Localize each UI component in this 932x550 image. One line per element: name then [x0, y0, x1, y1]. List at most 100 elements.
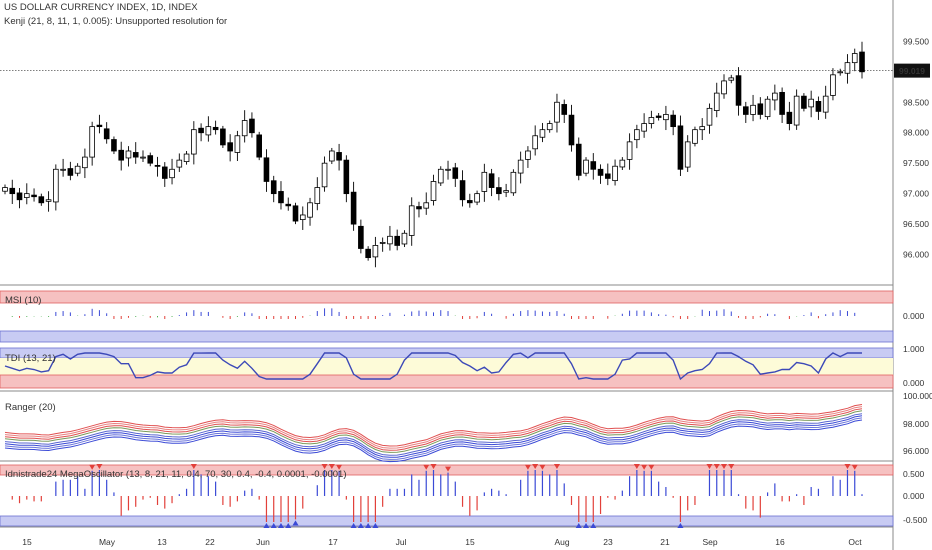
candle-body	[532, 135, 538, 150]
candle-body	[612, 165, 618, 182]
candle	[677, 115, 684, 176]
candle	[60, 158, 66, 177]
tdi-lower-band	[0, 374, 894, 389]
candle	[350, 181, 357, 231]
candle	[626, 133, 633, 170]
candle-body	[597, 168, 604, 176]
mega-label: Idnistrade24 MegaOscillator (13, 8, 21, …	[5, 469, 347, 480]
x-axis-label: Sep	[702, 537, 717, 547]
mega-buy-marker	[277, 523, 284, 528]
candle-body	[212, 126, 219, 131]
candle-body	[648, 117, 655, 124]
mega-sell-marker	[851, 464, 858, 470]
candle-body	[779, 91, 785, 115]
candle	[467, 193, 473, 208]
mega-buy-marker	[590, 523, 597, 528]
candle	[321, 156, 328, 192]
mega-buy-marker	[677, 523, 684, 528]
candle-body	[394, 235, 400, 246]
candle-body	[329, 150, 335, 162]
candle	[445, 160, 451, 180]
candle-body	[859, 51, 865, 73]
candle	[481, 163, 488, 202]
candle-body	[801, 95, 807, 109]
candle	[329, 147, 335, 165]
candle-body	[53, 168, 59, 203]
candle	[125, 146, 132, 167]
price-tick-label: 98.000	[903, 128, 929, 138]
ranger-tick-label: 98.000	[903, 419, 929, 429]
candle-body	[474, 193, 480, 203]
last-price-tag-label: 99.019	[899, 66, 925, 76]
x-axis-label: 21	[660, 537, 670, 547]
candle-body	[634, 129, 640, 141]
candle-body	[844, 62, 851, 74]
price-tick-label: 98.500	[903, 97, 929, 107]
candle-body	[445, 168, 451, 171]
candle-body	[554, 101, 560, 123]
candle	[256, 131, 262, 161]
candle	[655, 112, 662, 121]
candle-body	[292, 205, 299, 222]
candle	[641, 113, 647, 138]
candle-body	[234, 135, 241, 153]
candle-body	[808, 98, 814, 108]
candle	[53, 164, 59, 211]
candle-body	[684, 141, 691, 168]
candle-body	[488, 173, 495, 188]
candle	[23, 183, 30, 205]
candle-body	[125, 150, 132, 159]
candle	[82, 148, 88, 179]
candle-body	[270, 180, 277, 195]
candle-body	[663, 114, 669, 121]
mega-buy-marker	[263, 523, 270, 528]
mega-sell-marker	[553, 464, 560, 469]
candle	[808, 90, 814, 118]
candle-body	[147, 155, 154, 164]
candle-body	[241, 120, 248, 137]
candle	[546, 120, 553, 133]
candle	[292, 202, 299, 225]
candle	[89, 121, 95, 166]
candle-body	[314, 187, 321, 204]
candle-body	[256, 134, 262, 158]
candle-body	[655, 115, 662, 118]
candle	[692, 126, 698, 147]
x-axis-label: Aug	[554, 537, 569, 547]
candle-body	[350, 191, 357, 225]
candle-body	[496, 187, 502, 195]
candle	[365, 246, 371, 261]
candle	[183, 151, 190, 165]
candle	[343, 155, 350, 203]
candle	[648, 110, 655, 129]
candle	[249, 112, 255, 138]
candle-body	[525, 150, 531, 160]
tdi-label: TDI (13, 21)	[5, 353, 56, 364]
candle-body	[401, 232, 408, 245]
candle	[74, 163, 81, 177]
candle-body	[132, 152, 139, 158]
mega-sell-marker	[648, 464, 655, 470]
mega-buy-marker	[575, 523, 582, 528]
mega-sell-marker	[96, 464, 103, 469]
candle-body	[416, 206, 422, 210]
msi-lower-band	[0, 330, 894, 343]
candle-body	[764, 98, 771, 118]
candle	[241, 110, 248, 143]
ranger-band-line	[4, 413, 863, 456]
candle	[118, 141, 125, 171]
candle	[663, 105, 669, 131]
ranger-pane	[4, 404, 863, 463]
candle-body	[249, 118, 255, 134]
ranger-band-line	[4, 406, 863, 449]
tdi-tick-label: 1.000	[903, 344, 925, 354]
candle	[772, 84, 778, 111]
candle	[387, 225, 393, 251]
mega-sell-marker	[321, 464, 328, 469]
candle-body	[89, 126, 95, 158]
candle	[568, 104, 575, 152]
candle-body	[74, 165, 81, 174]
candle	[9, 179, 16, 205]
candle-body	[626, 141, 633, 160]
